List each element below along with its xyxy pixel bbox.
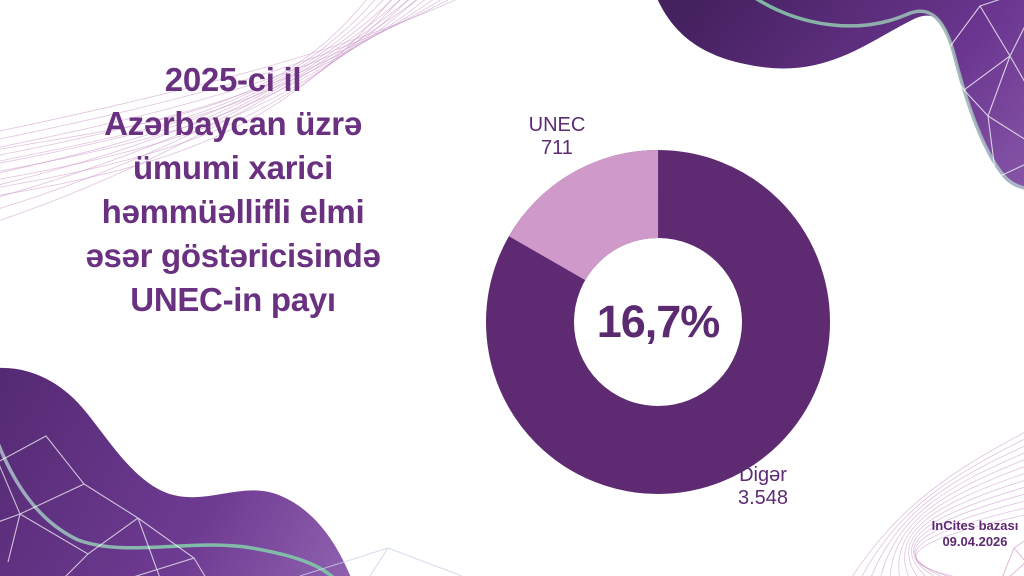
- mesh-pink-corner: [1002, 540, 1024, 576]
- bottom-left-blob: [0, 367, 463, 576]
- top-left-waves: [0, 0, 456, 221]
- top-right-blob: [657, 0, 1024, 294]
- teal-accent-line-top: [755, 0, 1024, 190]
- slice-label-unec: UNEC 711: [492, 114, 622, 160]
- donut-segment-unec: [486, 150, 830, 494]
- donut-center-value: 16,7%: [596, 296, 721, 347]
- diger-value: 3.548: [737, 487, 789, 509]
- mesh-network-bottom-left: [0, 435, 206, 576]
- unec-label: UNEC: [528, 114, 586, 136]
- diger-label: Digər: [739, 464, 787, 486]
- bottom-right-waves: [852, 432, 1024, 576]
- slide-title: 2025-ci il Azərbaycan üzrə ümumi xarici …: [85, 61, 381, 318]
- source-note: InCites bazası 09.04.2026: [931, 518, 1019, 549]
- teal-accent-line-bottom: [0, 443, 335, 576]
- unec-value: 711: [541, 137, 573, 159]
- mesh-network-top-right: [939, 0, 1024, 294]
- slice-label-diger: Digər 3.548: [698, 464, 828, 510]
- donut-chart: [486, 150, 830, 494]
- mesh-faint-bottom: [299, 547, 463, 576]
